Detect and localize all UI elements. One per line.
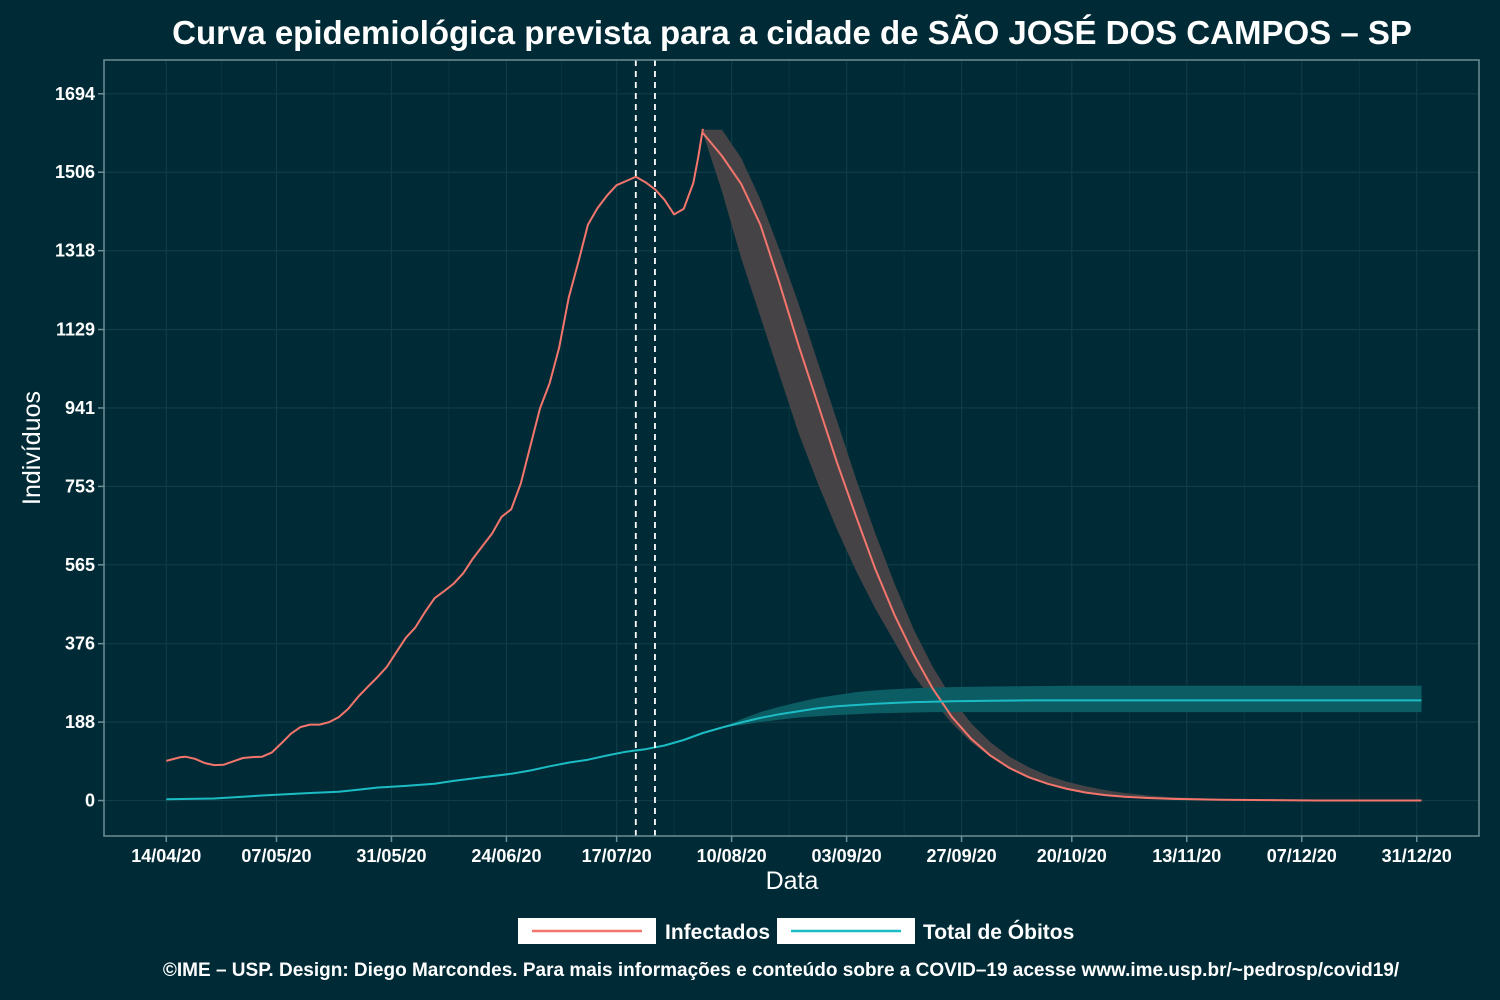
x-tick-label: 03/09/20	[812, 846, 882, 866]
x-tick-label: 13/11/20	[1152, 846, 1221, 866]
x-tick-label: 07/05/20	[241, 846, 311, 866]
x-tick-label: 10/08/20	[697, 846, 767, 866]
y-tick-label: 941	[65, 398, 95, 418]
plot-frame	[103, 59, 1480, 837]
y-tick-label: 376	[65, 634, 95, 654]
y-tick-label: 1318	[55, 241, 95, 261]
x-axis-label: Data	[766, 867, 819, 895]
y-tick-label: 1694	[55, 84, 95, 104]
y-axis-label: Indivíduos	[18, 391, 46, 505]
series-lines	[166, 128, 1422, 802]
legend-label-infectados: Infectados	[665, 921, 770, 944]
series-line-infectados-observed	[166, 128, 704, 767]
grid	[104, 60, 1479, 836]
y-tick-label: 753	[65, 476, 95, 496]
x-axis-ticks: 14/04/20 07/05/20 31/05/20 24/06/20 17/07/20…	[131, 836, 1452, 866]
y-tick-label: 1129	[56, 320, 95, 340]
y-axis-ticks: 0 188 376 565 753 941 1129 1318 1506 1694	[55, 84, 104, 811]
band-infectados	[702, 129, 1422, 801]
credit-text: ©IME – USP. Design: Diego Marcondes. Par…	[163, 960, 1400, 981]
legend-label-obitos: Total de Óbitos	[923, 920, 1074, 944]
confidence-bands	[702, 129, 1422, 801]
x-tick-label: 17/07/20	[582, 846, 652, 866]
x-tick-label: 31/05/20	[356, 846, 426, 866]
x-tick-label: 27/09/20	[927, 846, 997, 866]
y-tick-label: 188	[65, 712, 95, 732]
y-tick-label: 1506	[55, 162, 95, 182]
series-line-obitos-observed	[166, 726, 723, 801]
chart-title: Curva epidemiológica prevista para a cid…	[172, 14, 1412, 51]
band-obitos	[722, 685, 1422, 728]
legend: Infectados Total de Óbitos	[518, 918, 1074, 944]
y-tick-label: 0	[85, 791, 95, 811]
x-tick-label: 14/04/20	[131, 846, 201, 866]
x-tick-label: 24/06/20	[471, 846, 541, 866]
x-tick-label: 07/12/20	[1267, 846, 1337, 866]
forecast-start-lines	[634, 60, 656, 836]
x-tick-label: 31/12/20	[1382, 846, 1452, 866]
series-line-obitos-forecast	[721, 699, 1422, 729]
series-line-infectados-forecast	[702, 132, 1422, 802]
y-tick-label: 565	[65, 555, 95, 575]
x-tick-label: 20/10/20	[1037, 846, 1107, 866]
